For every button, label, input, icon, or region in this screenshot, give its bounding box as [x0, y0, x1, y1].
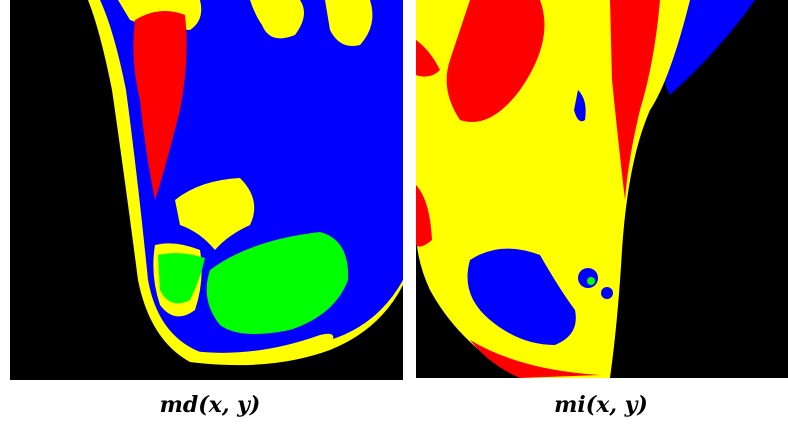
figure: md(x, y) mi(x, y)	[0, 0, 788, 426]
segmentation-map-md	[10, 0, 403, 380]
caption: mi(x, y)	[554, 392, 648, 418]
caption: md(x, y)	[160, 392, 261, 418]
segmentation-map-mi	[416, 0, 788, 378]
